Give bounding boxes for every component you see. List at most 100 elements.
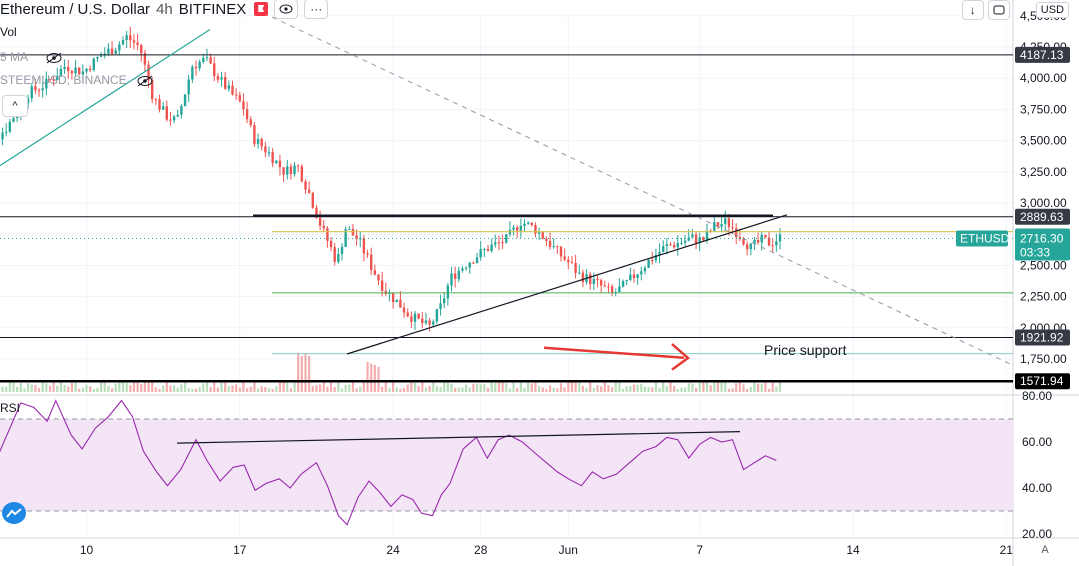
volume-bar: [238, 387, 241, 392]
candle-body: [271, 152, 274, 164]
maximize-icon[interactable]: [987, 0, 1010, 20]
candle-body: [209, 57, 212, 64]
candle-body: [428, 320, 431, 325]
volume-bar: [220, 382, 223, 392]
symbol-tag: [956, 230, 1008, 247]
red-arrow-shaft: [543, 346, 685, 359]
candle-body: [731, 227, 734, 229]
candle-body: [516, 227, 519, 231]
candle-body: [629, 274, 632, 281]
candle-body: [41, 88, 44, 91]
candle-body: [643, 267, 647, 272]
ascending-trendline: [346, 214, 788, 355]
volume-bar: [81, 387, 84, 392]
candle-body: [286, 166, 289, 175]
candle-body: [599, 280, 603, 286]
volume-bar: [322, 382, 325, 392]
volume-bar: [694, 387, 698, 392]
volume-bar: [114, 383, 117, 392]
interval-label[interactable]: 4h: [156, 0, 173, 18]
candle-body: [213, 63, 216, 77]
candle-body: [399, 299, 402, 308]
candle-body: [8, 121, 12, 132]
volume-bar: [669, 381, 672, 392]
candle-body: [457, 270, 460, 279]
candle-body: [355, 235, 358, 240]
volume-bar: [209, 387, 212, 392]
volume-bar: [293, 380, 296, 392]
volume-bar: [140, 384, 143, 392]
volume-bar: [359, 386, 362, 392]
candle-body: [136, 42, 139, 45]
candle-body: [242, 101, 245, 110]
volume-indicator-label[interactable]: Vol: [0, 25, 17, 39]
more-options-button[interactable]: ···: [304, 0, 329, 19]
candle-body: [304, 181, 307, 190]
candle-body: [607, 286, 610, 288]
candle-body: [158, 99, 161, 110]
arrow-down-icon[interactable]: ↓: [961, 0, 984, 20]
volume-bar: [548, 385, 552, 392]
candle-body: [483, 249, 486, 251]
candle-body: [48, 78, 52, 80]
volume-bar: [23, 388, 26, 392]
auto-scale-button[interactable]: A: [1041, 544, 1049, 556]
volume-bar: [235, 384, 238, 392]
candle-body: [596, 278, 599, 281]
candle-body: [311, 192, 314, 208]
volume-bar: [267, 388, 271, 392]
collapse-indicators-button[interactable]: ^: [2, 95, 28, 117]
volume-bar: [461, 387, 464, 392]
price-level-tag: [1015, 373, 1070, 390]
flag-icon[interactable]: [254, 2, 269, 16]
candle-body: [154, 99, 158, 101]
hidden-eye-icon[interactable]: [45, 52, 63, 64]
volume-bar: [625, 386, 628, 392]
volume-bar: [527, 381, 530, 392]
volume-bar: [48, 385, 52, 392]
symbol-title[interactable]: Ethereum / U.S. Dollar: [0, 0, 151, 18]
price-level-tag: [1015, 208, 1070, 225]
volume-bar: [315, 385, 318, 392]
hidden-eye-icon-2[interactable]: [136, 75, 154, 87]
volume-bar: [757, 383, 760, 392]
price-level-tag-label: 4187.13: [1020, 48, 1064, 62]
volume-bar: [552, 387, 555, 392]
candle-body: [161, 106, 165, 110]
volume-bar: [227, 385, 230, 392]
volume-bar: [541, 387, 544, 392]
volume-bar: [556, 388, 559, 392]
volume-bar: [410, 382, 413, 392]
tradingview-logo-icon: [2, 502, 26, 524]
volume-bar: [70, 382, 73, 392]
volume-bar: [30, 384, 33, 392]
candle-body: [172, 116, 176, 121]
candle-body: [497, 242, 501, 244]
candle-body: [253, 125, 256, 144]
rsi-label[interactable]: RSI: [0, 401, 21, 415]
price-axis-tick-label: 3,500.00: [1020, 134, 1067, 148]
volume-bar: [8, 382, 11, 392]
candle-body: [52, 79, 55, 81]
time-axis-tick-label: 14: [846, 543, 860, 557]
compare-symbol-label[interactable]: STEEMUSD, BINANCE: [0, 73, 154, 87]
volume-bar: [716, 381, 720, 392]
rsi-line: [0, 399, 777, 526]
volume-bar: [118, 380, 121, 392]
volume-bar: [742, 384, 745, 392]
candle-body: [147, 64, 150, 81]
eye-icon[interactable]: [274, 0, 299, 19]
candle-body: [691, 234, 694, 238]
volume-bar: [384, 382, 387, 392]
candle-body: [702, 237, 705, 241]
currency-button[interactable]: USD: [1035, 2, 1069, 18]
volume-bar: [136, 381, 139, 392]
candle-body: [132, 40, 136, 43]
ma-indicator-label[interactable]: 5 MA: [0, 50, 63, 64]
volume-bar: [180, 384, 183, 392]
candle-body: [216, 76, 220, 80]
candle-body: [140, 44, 143, 54]
volume-bar: [282, 380, 285, 392]
volume-bar: [348, 384, 351, 392]
